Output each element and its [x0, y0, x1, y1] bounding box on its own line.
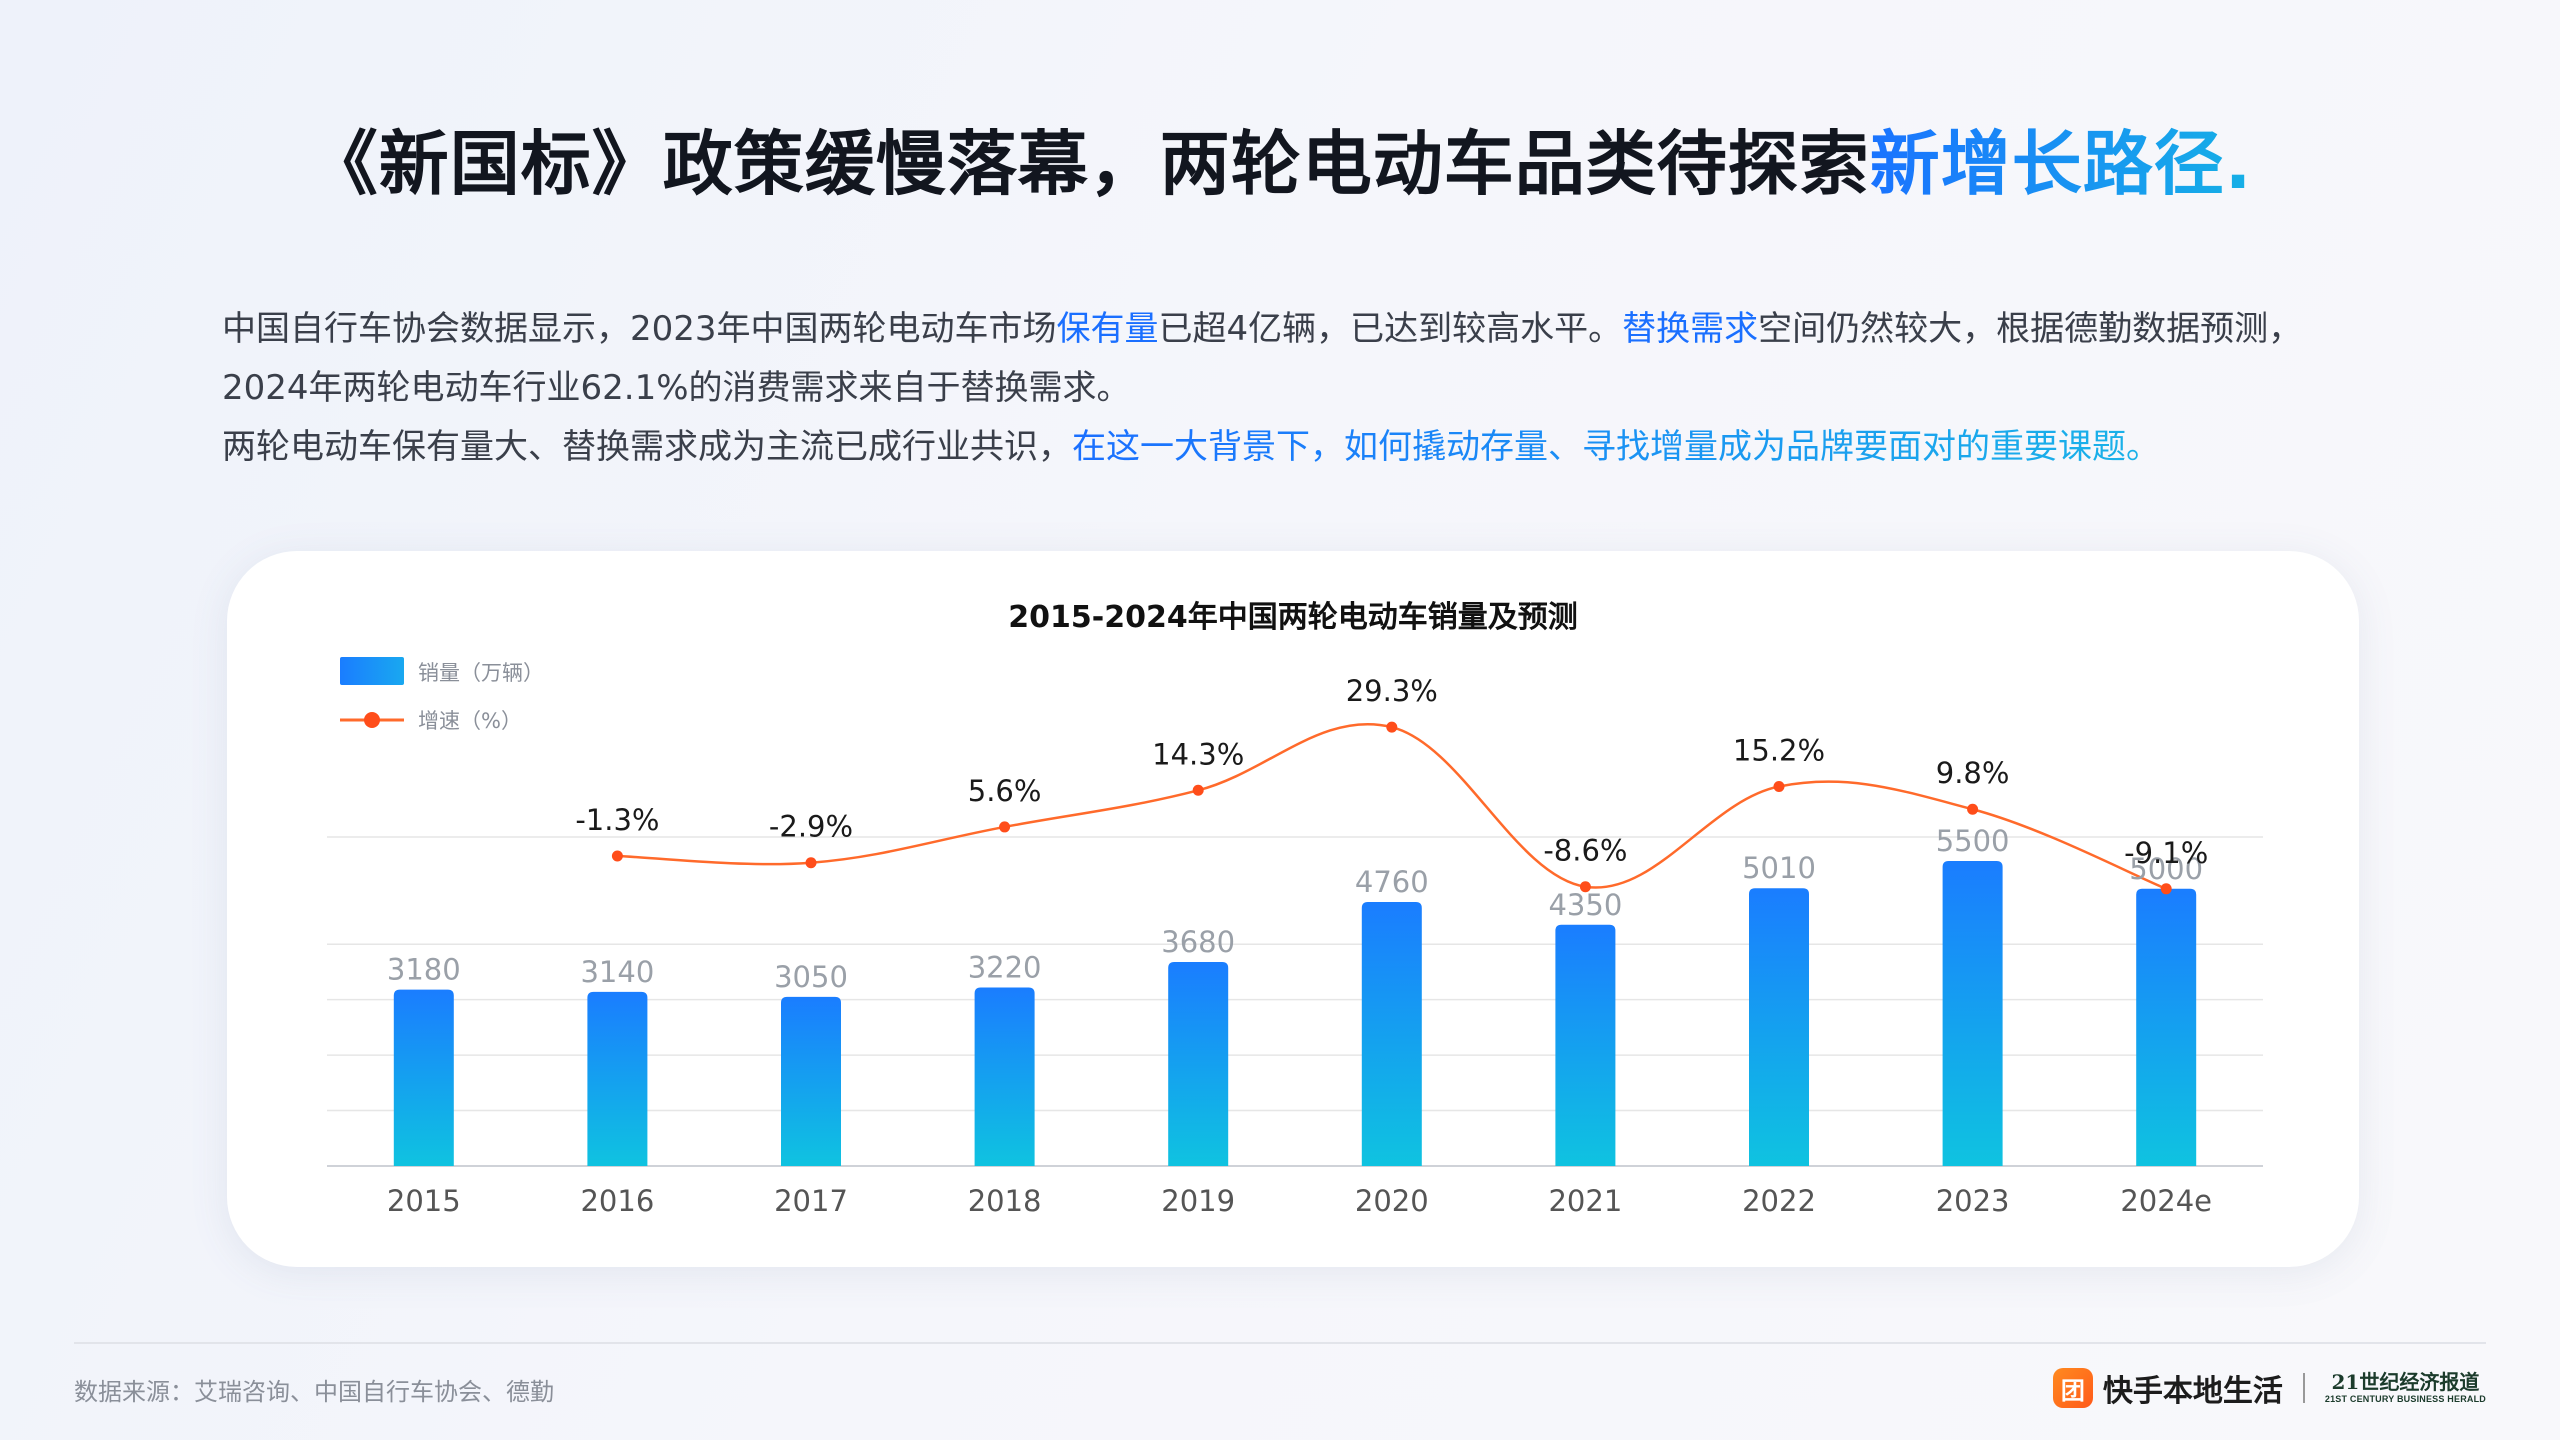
x-tick-label: 2023 — [1936, 1184, 2010, 1218]
bar-2021 — [1555, 924, 1616, 1166]
x-tick-label: 2021 — [1548, 1184, 1622, 1218]
herald-logo: 21世纪经济报道 21ST CENTURY BUSINESS HERALD — [2325, 1372, 2486, 1404]
bar-2019 — [1168, 961, 1229, 1166]
growth-point — [2160, 883, 2172, 895]
growth-value-label: -2.9% — [769, 810, 853, 844]
bar-2015 — [393, 989, 454, 1166]
intro-paragraphs: 中国自行车协会数据显示，2023年中国两轮电动车市场保有量已超4亿辆，已达到较高… — [222, 300, 2352, 477]
x-tick-label: 2018 — [968, 1184, 1042, 1218]
growth-point — [1579, 881, 1591, 893]
kuaishou-brand-name: 快手本地生活 — [2102, 1374, 2283, 1409]
bar-value-label: 5010 — [1742, 851, 1816, 885]
bar-value-label: 4760 — [1355, 865, 1429, 899]
bar-value-label: 3680 — [1161, 925, 1235, 959]
x-tick-label: 2019 — [1161, 1184, 1235, 1218]
growth-value-label: 29.3% — [1346, 674, 1438, 708]
p1-text-c: 空间仍然较大，根据德勤数据预测，2024年两轮电动车行业62.1%的消费需求来自… — [222, 309, 2303, 408]
herald-logo-cn: 21世纪经济报道 — [2331, 1370, 2480, 1394]
chart-title: 2015-2024年中国两轮电动车销量及预测 — [1008, 600, 1577, 635]
herald-logo-en: 21ST CENTURY BUSINESS HERALD — [2324, 1394, 2486, 1404]
legend-bar-label: 销量（万辆） — [418, 661, 544, 685]
page-title-highlight: 新增长路径. — [1869, 123, 2253, 205]
p2-text-a: 两轮电动车保有量大、替换需求成为主流已成行业共识， — [222, 427, 1072, 467]
bar-value-label: 3220 — [968, 950, 1042, 984]
bar-value-label: 4350 — [1548, 888, 1622, 922]
growth-value-label: -9.1% — [2124, 836, 2208, 870]
x-tick-label: 2022 — [1742, 1184, 1816, 1218]
x-tick-label: 2020 — [1355, 1184, 1429, 1218]
growth-point — [611, 850, 623, 862]
page-title-prefix: 《新国标》政策缓慢落幕，两轮电动车品类待探索 — [307, 123, 1870, 205]
grid-lines — [327, 836, 2263, 1167]
bar-value-label: 5500 — [1936, 824, 2010, 858]
bars — [393, 861, 2197, 1166]
growth-value-label: -8.6% — [1543, 834, 1627, 868]
chart-card: 2015-2024年中国两轮电动车销量及预测 销量（万辆） 增速（%） 3180… — [227, 551, 2359, 1267]
growth-point — [999, 821, 1011, 833]
legend-line-label: 增速（%） — [418, 709, 522, 733]
growth-value-label: 14.3% — [1152, 737, 1244, 771]
page-title: 《新国标》政策缓慢落幕，两轮电动车品类待探索新增长路径. — [0, 108, 2560, 209]
bar-2016 — [587, 991, 648, 1166]
x-tick-label: 2015 — [387, 1184, 461, 1218]
brand-logos: 团 快手本地生活 21世纪经济报道 21ST CENTURY BUSINESS … — [2052, 1366, 2486, 1410]
growth-point — [1192, 784, 1204, 796]
growth-line — [611, 721, 2172, 895]
intro-paragraph-1: 中国自行车协会数据显示，2023年中国两轮电动车市场保有量已超4亿辆，已达到较高… — [222, 300, 2352, 418]
intro-paragraph-2: 两轮电动车保有量大、替换需求成为主流已成行业共识，在这一大背景下，如何撬动存量、… — [222, 418, 2352, 477]
bar-value-label: 3140 — [580, 955, 654, 989]
p2-highlight: 在这一大背景下，如何撬动存量、寻找增量成为品牌要面对的重要课题。 — [1072, 427, 2160, 467]
bar-2024e — [2136, 888, 2197, 1166]
sales-chart: 2015-2024年中国两轮电动车销量及预测 销量（万辆） 增速（%） 3180… — [327, 600, 2263, 1218]
bar-value-label: 3180 — [387, 953, 461, 987]
growth-point — [1773, 781, 1785, 793]
logo-separator — [2302, 1373, 2305, 1403]
bar-value-label: 5000 — [2129, 852, 2203, 886]
chart-labels: 3180 2015 3140 2016 3050 2017 3220 2018 3680 2019… — [387, 674, 2212, 1218]
x-tick-label: 2017 — [774, 1184, 848, 1218]
x-tick-label: 2024e — [2120, 1184, 2212, 1218]
bar-value-label: 3050 — [774, 960, 848, 994]
footer-divider — [74, 1342, 2486, 1344]
data-source: 数据来源：艾瑞咨询、中国自行车协会、德勤 — [74, 1378, 554, 1406]
growth-point — [805, 857, 817, 869]
bar-2017 — [781, 996, 841, 1166]
bar-2018 — [974, 987, 1035, 1166]
growth-value-label: 9.8% — [1936, 756, 2010, 790]
p1-text-a: 中国自行车协会数据显示，2023年中国两轮电动车市场 — [222, 309, 1057, 349]
growth-value-label: -1.3% — [575, 803, 659, 837]
bar-2020 — [1361, 902, 1422, 1166]
p1-text-b: 已超4亿辆，已达到较高水平。 — [1158, 309, 1623, 349]
growth-line-path — [617, 722, 2167, 890]
legend-line-dot — [364, 712, 380, 728]
growth-point — [1967, 803, 1979, 815]
bar-2022 — [1749, 888, 1809, 1166]
bar-2023 — [1942, 861, 2003, 1166]
kuaishou-logo-icon: 团 — [2052, 1368, 2093, 1408]
x-tick-label: 2016 — [580, 1184, 654, 1218]
p1-highlight-stock: 保有量 — [1056, 309, 1159, 349]
legend-bar-swatch — [340, 657, 404, 685]
growth-value-label: 5.6% — [968, 774, 1042, 808]
growth-point — [1386, 721, 1398, 733]
p1-highlight-replacement: 替换需求 — [1622, 309, 1759, 349]
growth-value-label: 15.2% — [1733, 734, 1825, 768]
